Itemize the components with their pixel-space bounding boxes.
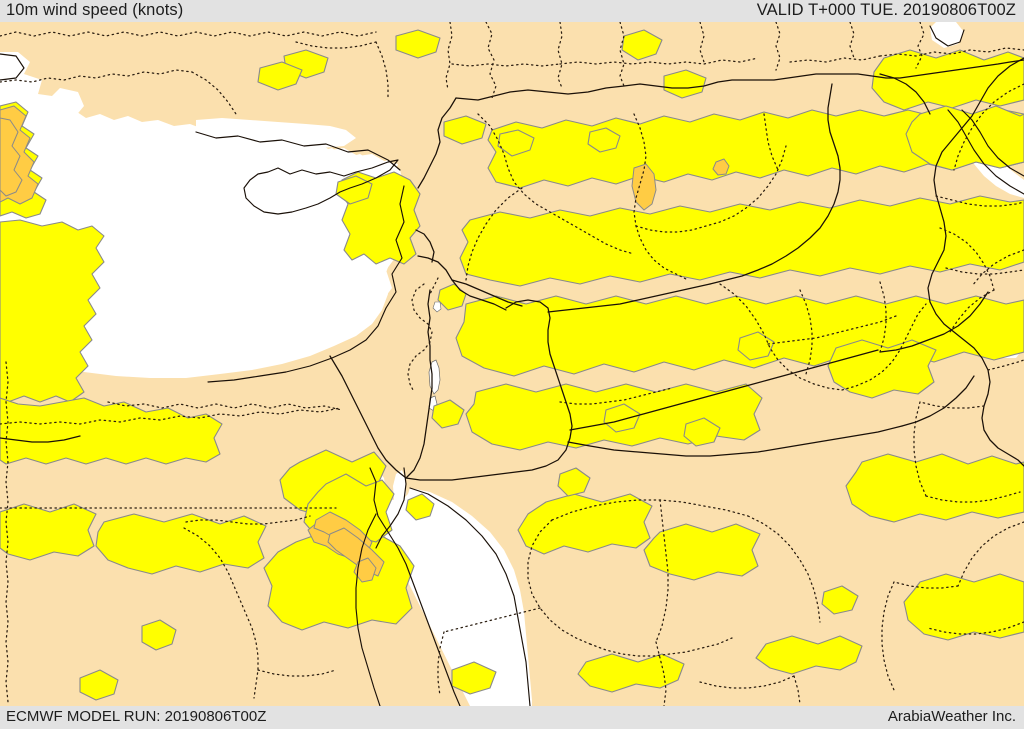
- weather-map-svg: [0, 22, 1024, 706]
- gulf-of-aqaba: [393, 470, 406, 504]
- mediterranean-sea-south: [0, 98, 398, 378]
- footer-bar: ECMWF MODEL RUN: 20190806T00Z ArabiaWeat…: [0, 706, 1024, 729]
- wind-contour-level-1: [0, 29, 1024, 701]
- international-borders: [0, 57, 1024, 481]
- caspian-sea: [930, 22, 964, 48]
- page-title: 10m wind speed (knots): [6, 1, 184, 19]
- model-run-label: ECMWF MODEL RUN: 20190806T00Z: [6, 708, 267, 725]
- header-bar: 10m wind speed (knots) VALID T+000 TUE. …: [0, 0, 1024, 22]
- wind-contour-level-2: [0, 105, 730, 583]
- map-canvas[interactable]: [0, 22, 1024, 706]
- valid-time-label: VALID T+000 TUE. 20190806T00Z: [756, 1, 1016, 19]
- admin-boundaries: [0, 22, 1024, 706]
- aegean-inlet: [0, 54, 22, 78]
- attribution-label: ArabiaWeather Inc.: [887, 708, 1016, 725]
- red-sea: [376, 492, 512, 706]
- cyprus-north-waters: [196, 118, 356, 148]
- sea-of-galilee: [432, 301, 442, 313]
- red-sea-east: [406, 488, 532, 706]
- coastline-layer: [0, 25, 1024, 706]
